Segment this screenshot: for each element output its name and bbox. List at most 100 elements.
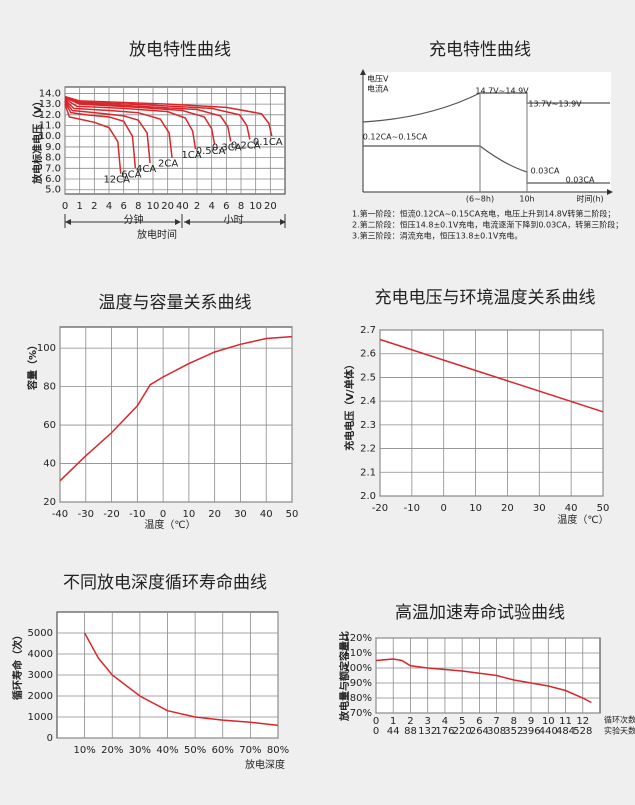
y-axis-label: 容量（%） [26, 340, 39, 391]
line-series [64, 99, 173, 158]
series-label: 4CA [136, 164, 156, 175]
x-tick-label: 2 [194, 201, 200, 212]
x2-tick-label: 440 [539, 726, 558, 737]
line-series [64, 95, 251, 140]
chart-title: 充电特性曲线 [429, 40, 531, 60]
x-tick-label: 7 [493, 716, 499, 727]
y-tick-label: 5000 [28, 628, 53, 639]
x-tick-label: 50% [184, 745, 206, 756]
annotation: 10h [519, 195, 534, 204]
x-tick-label: 10 [249, 201, 262, 212]
line-series [59, 335, 293, 482]
series-label: 2CA [158, 159, 178, 170]
x-tick-label: 30% [129, 745, 151, 756]
x-tick-label: 0 [441, 503, 447, 514]
x-tick-label: 1 [76, 201, 82, 212]
line-series [64, 96, 232, 142]
y-tick-label: 2000 [28, 691, 53, 702]
x-tick-label: 10 [542, 716, 555, 727]
y-tick-label: 2.6 [360, 349, 376, 360]
plot-area [379, 329, 604, 497]
annotation: 13.7V~13.9V [528, 100, 582, 109]
series-label: 6CA [121, 169, 141, 180]
y-tick-label: 70% [350, 708, 372, 719]
annotation: 电流A [367, 84, 389, 94]
x-tick-label: -30 [78, 509, 94, 520]
y-tick-label: 60 [43, 420, 56, 431]
y-tick-label: 80 [43, 382, 56, 393]
x-tick-label: 10 [469, 503, 482, 514]
chart-title: 放电特性曲线 [129, 40, 231, 60]
x2-tick-label: 264 [470, 726, 489, 737]
x-tick-label: 2 [91, 201, 97, 212]
y-tick-label: 6.0 [45, 174, 61, 185]
x-tick-label: 40 [260, 509, 273, 520]
x-tick-label: -20 [372, 503, 388, 514]
x-group-label: 分钟 [124, 213, 144, 226]
x-tick-label: 8 [135, 201, 141, 212]
voltage-curve [362, 92, 610, 123]
x-tick-label: 40% [156, 745, 178, 756]
x2-tick-label: 220 [453, 726, 472, 737]
y-tick-label: 9.0 [45, 142, 61, 153]
y-tick-label: 80% [350, 693, 372, 704]
x2-tick-label: 44 [387, 726, 400, 737]
line-series [379, 338, 604, 413]
x2-tick-label: 308 [487, 726, 506, 737]
x-tick-label: 20% [101, 745, 123, 756]
series-label: 0.5CA [196, 146, 226, 157]
y-tick-label: 8.0 [45, 153, 61, 164]
x-tick-label: 40 [565, 503, 578, 514]
x2-tick-label: 396 [522, 726, 541, 737]
x-tick-label: 6 [120, 201, 126, 212]
x-tick-label: 2 [407, 716, 413, 727]
x-tick-label: 80% [267, 745, 289, 756]
y-axis-label: 放电量与额定容量比 [338, 631, 351, 722]
x2-tick-label: 484 [556, 726, 575, 737]
x-tick-label: 70% [239, 745, 261, 756]
x-tick-label: -40 [52, 509, 68, 520]
x-tick-label: 10% [74, 745, 96, 756]
x-tick-label: -10 [404, 503, 420, 514]
y-tick-label: 100 [37, 343, 56, 354]
x-tick-label: -20 [103, 509, 119, 520]
charge-schematic [360, 69, 613, 195]
y-tick-label: 2.5 [360, 372, 376, 383]
y-axis-label: 循环寿命（次） [11, 630, 24, 700]
chart-title: 不同放电深度循环寿命曲线 [63, 573, 267, 593]
x-tick-label: 40 [176, 201, 189, 212]
x2-tick-label: 88 [404, 726, 417, 737]
x2-tick-label: 0 [373, 726, 379, 737]
note: 1.第一阶段：恒流0.12CA~0.15CA充电，电压上升到14.8V转第二阶段… [352, 209, 615, 219]
x-axis-label: 放电时间 [137, 228, 177, 241]
x-group-label: 小时 [224, 214, 244, 226]
series-label: 0.2CA [231, 140, 261, 151]
y-tick-label: 20 [43, 497, 56, 508]
x-axis-label: 放电深度 [245, 758, 285, 771]
y-tick-label: 100% [343, 663, 372, 674]
x-tick-label: 30 [234, 509, 247, 520]
x-tick-label: 60% [212, 745, 234, 756]
y-tick-label: 2.2 [360, 444, 376, 455]
x-axis-label: 温度（℃） [144, 518, 195, 531]
x-tick-label: 1 [390, 716, 396, 727]
x-axis-label: 温度（℃） [557, 513, 608, 526]
annotation: 0.03CA [531, 167, 560, 176]
line-series [64, 97, 216, 145]
y-tick-label: 12.0 [39, 110, 61, 121]
x-tick-label: -10 [129, 509, 145, 520]
plot-bg [363, 72, 611, 192]
x-axis-label: 循环次数 [604, 715, 635, 725]
plot-area [375, 637, 601, 714]
annotation: 时间(h) [576, 194, 603, 204]
x-tick-label: 20 [501, 503, 514, 514]
chart-title: 高温加速寿命试验曲线 [395, 603, 565, 623]
y-tick-label: 11.0 [39, 121, 61, 132]
annotation: 0.12CA~0.15CA [363, 133, 428, 142]
annotation: 0.03CA [566, 176, 595, 185]
line-series [64, 103, 122, 174]
line-series [64, 98, 197, 150]
note: 3.第三阶段：涓流充电，恒压13.8±0.1V充电。 [352, 231, 522, 241]
x-tick-label: 0 [160, 509, 166, 520]
time-arrows [64, 214, 286, 228]
